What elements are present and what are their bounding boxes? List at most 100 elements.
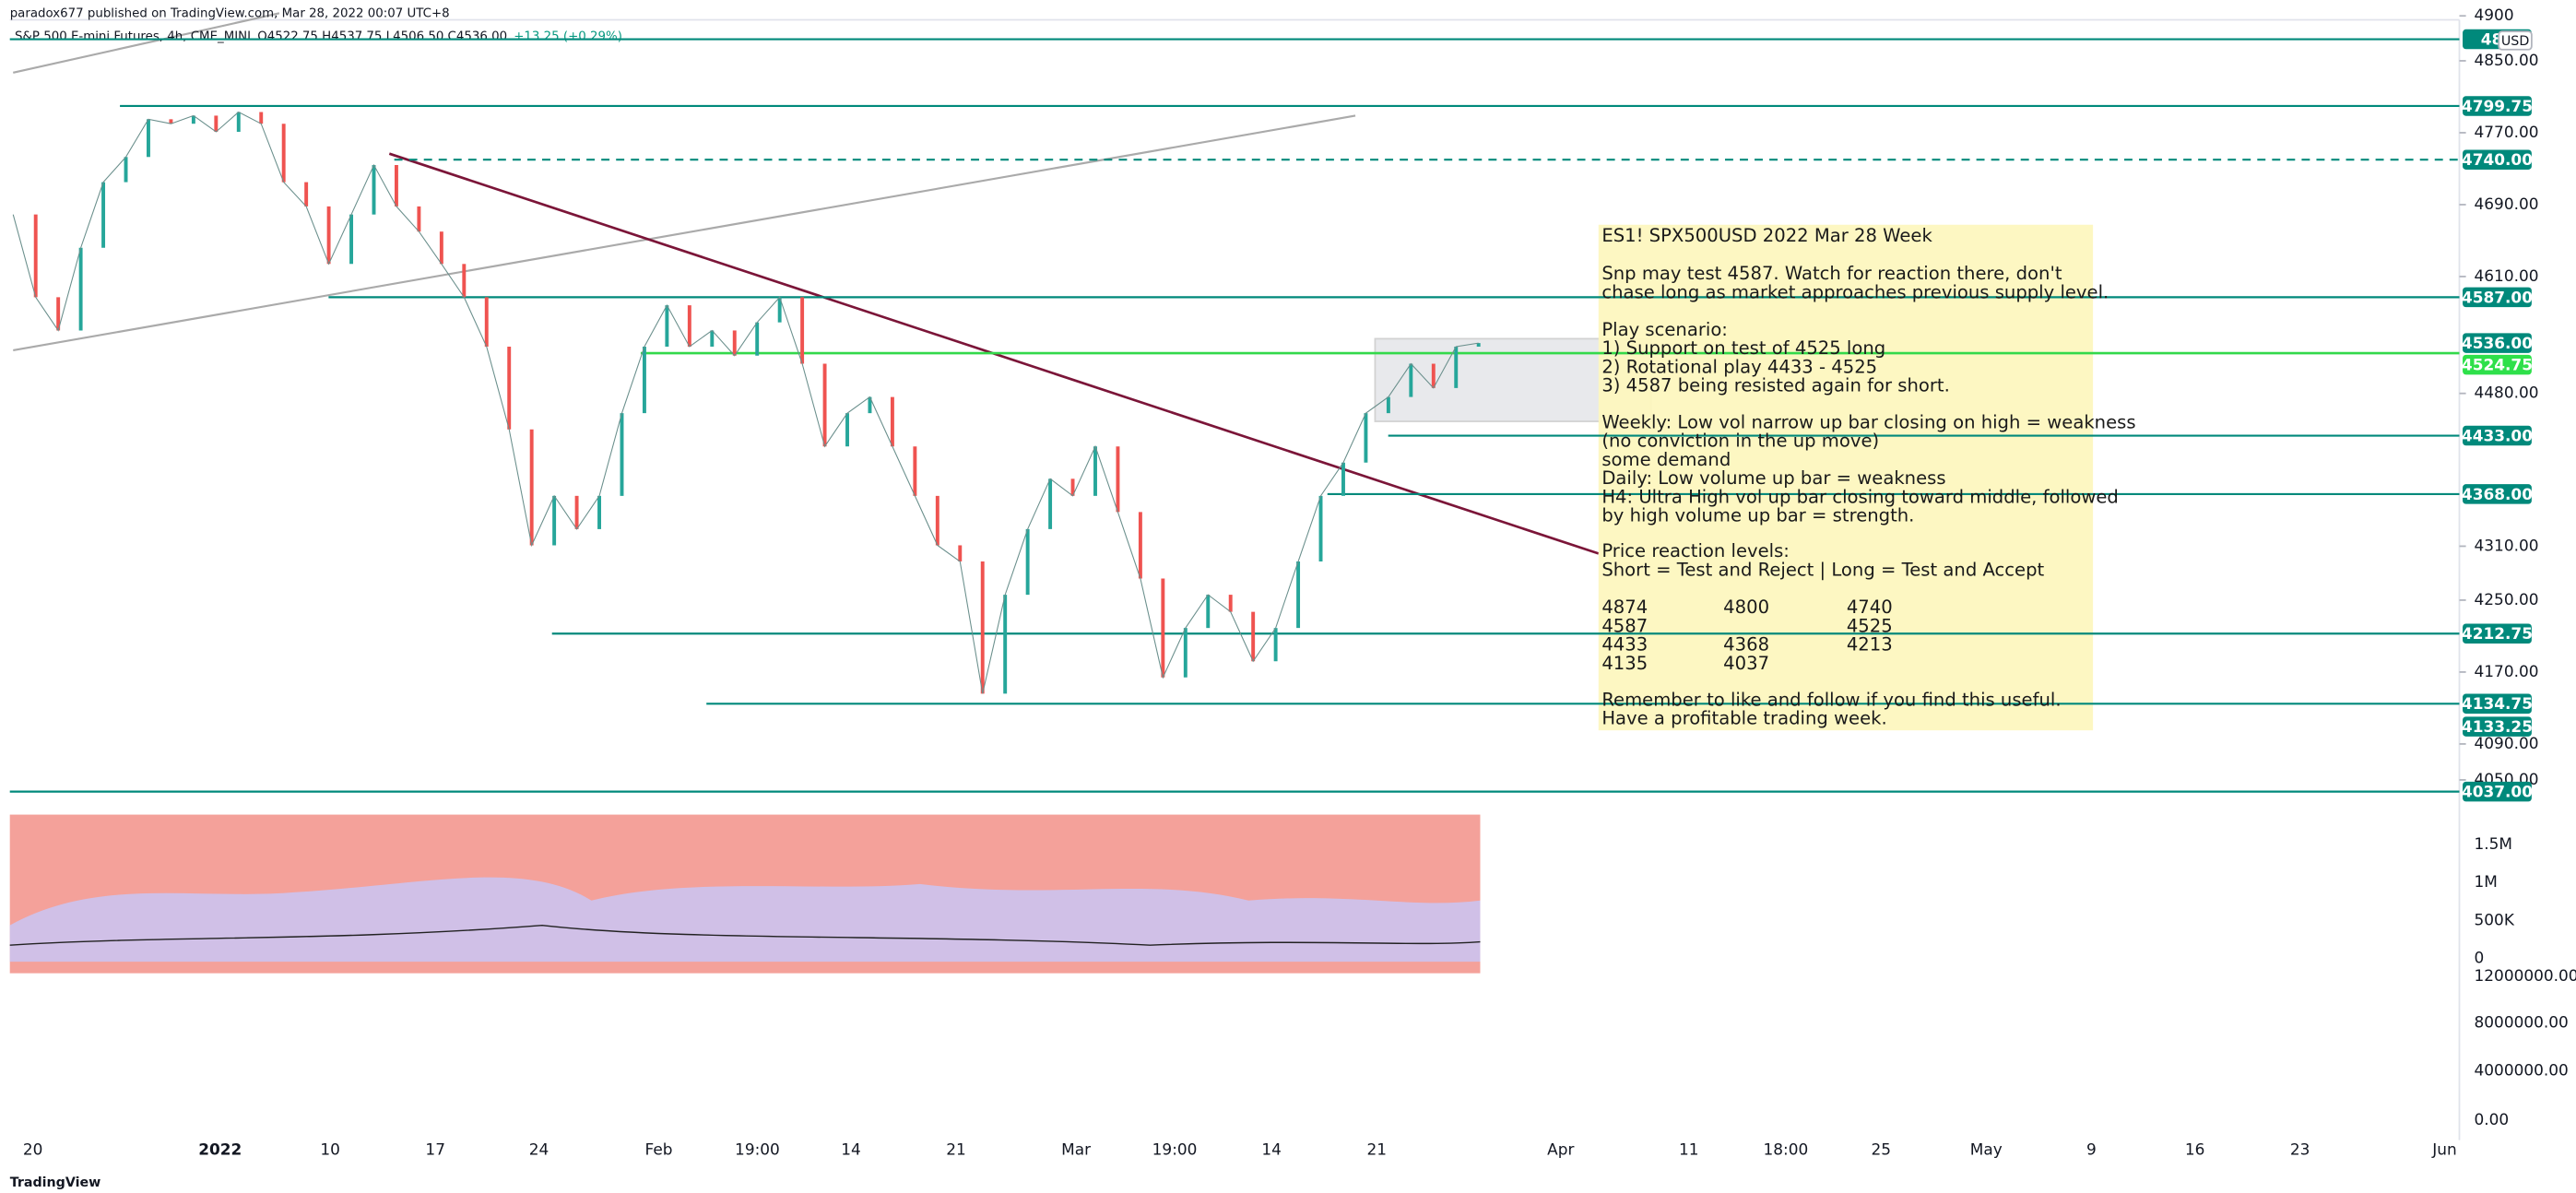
note-line: Price reaction levels: [1601, 540, 1790, 561]
time-label: 14 [1261, 1140, 1282, 1159]
change: +13.25 (+0.29%) [514, 30, 622, 43]
time-label: Mar [1061, 1140, 1091, 1159]
volume-axis-label: 500K [2475, 911, 2515, 929]
price-tick-label: 4770.00 [2475, 124, 2539, 142]
price-label: 4134.75 [2462, 695, 2533, 714]
price-label: 4799.75 [2462, 98, 2533, 116]
price-tick-label: 4610.00 [2475, 267, 2539, 286]
note-line: chase long as market approaches previous… [1601, 281, 2109, 302]
note-level: 4037 [1723, 653, 1769, 674]
trend-line [13, 12, 280, 74]
price-path [12, 111, 1479, 694]
price-tick-label: 4480.00 [2475, 384, 2539, 403]
time-label: May [1970, 1140, 2003, 1159]
note-line: (no conviction in the up move) [1601, 431, 1879, 452]
note-box [1598, 224, 2094, 731]
time-label: 19:00 [1152, 1140, 1198, 1159]
note-line: by high volume up bar = strength. [1601, 505, 1914, 526]
note-line: Have a profitable trading week. [1601, 708, 1886, 729]
note-line: 1) Support on test of 4525 long [1601, 337, 1885, 359]
currency: USD [2501, 34, 2529, 49]
price-label: 4433.00 [2462, 427, 2533, 445]
time-label: 9 [2086, 1140, 2097, 1159]
price-label: 4133.25 [2462, 718, 2533, 737]
time-label: 10 [320, 1140, 340, 1159]
price-label: 4368.00 [2462, 486, 2533, 504]
price-label-box [2463, 333, 2532, 353]
price-tick-label: 4170.00 [2475, 663, 2539, 681]
note-level: 4433 [1601, 634, 1648, 656]
price-label-box [2463, 781, 2532, 802]
currency-box [2498, 30, 2533, 51]
lower-axis-label: 8000000.00 [2475, 1013, 2569, 1032]
volume-axis-label: 1.5M [2475, 835, 2513, 854]
ohlc: O4522.75 H4537.75 L4506.50 C4536.00 [257, 30, 507, 43]
price-tick-label: 4090.00 [2475, 735, 2539, 753]
note-line: Weekly: Low vol narrow up bar closing on… [1601, 411, 2135, 432]
price-label-box [2463, 623, 2532, 644]
note-line: ES1! SPX500USD 2022 Mar 28 Week [1601, 225, 1932, 246]
time-label: 18:00 [1764, 1140, 1809, 1159]
note-level: 4587 [1601, 615, 1648, 636]
price-tick-label: 4690.00 [2475, 195, 2539, 214]
price-label: 4037.00 [2462, 783, 2533, 801]
note-level: 4135 [1601, 653, 1648, 674]
price-tick-label: 4310.00 [2475, 537, 2539, 555]
price-label-box [2463, 716, 2532, 737]
note-level: 4368 [1723, 634, 1769, 656]
note-line: H4: Ultra High vol up bar closing toward… [1601, 486, 2118, 507]
note-line: 2) Rotational play 4433 - 4525 [1601, 356, 1877, 377]
trend-line [13, 114, 1356, 352]
note-line: some demand [1601, 449, 1731, 470]
note-line: Daily: Low volume up bar = weakness [1601, 467, 1945, 489]
price-label-box [2463, 96, 2532, 116]
price-tick-label: 4250.00 [2475, 591, 2539, 609]
time-label: 21 [1366, 1140, 1387, 1159]
note-level: 4525 [1847, 615, 1893, 636]
volume-axis-label: 0 [2475, 949, 2485, 967]
note-line: Remember to like and follow if you find … [1601, 689, 2061, 710]
price-label-box [2463, 287, 2532, 308]
note-level: 4740 [1847, 596, 1893, 618]
time-label: 11 [1679, 1140, 1699, 1159]
time-label: 14 [841, 1140, 861, 1159]
price-label-box [2463, 484, 2532, 504]
note-line: Play scenario: [1601, 319, 1728, 340]
volume-average [9, 924, 1481, 946]
price-label: 4587.00 [2462, 289, 2533, 307]
note-level: 4800 [1723, 596, 1769, 618]
time-label: 2022 [198, 1140, 242, 1159]
price-label: 4740.00 [2462, 151, 2533, 170]
note-line: 3) 4587 being resisted again for short. [1601, 375, 1949, 396]
time-label: 24 [529, 1140, 549, 1159]
note-level: 4874 [1601, 596, 1648, 618]
symbol-line: S&P 500 E-mini Futures, 4h, CME_MINI O452… [15, 30, 622, 43]
footer: TradingView [10, 1175, 101, 1190]
price-label: 4524.75 [2462, 356, 2533, 374]
price-label-box [2463, 693, 2532, 715]
time-label: 20 [23, 1140, 43, 1159]
time-label: 19:00 [735, 1140, 780, 1159]
note-line: Snp may test 4587. Watch for reaction th… [1601, 263, 2062, 284]
note-line: Short = Test and Reject | Long = Test an… [1601, 559, 2044, 580]
volume-axis-label: 1M [2475, 873, 2498, 892]
lower-axis-label: 4000000.00 [2475, 1061, 2569, 1080]
time-label: Feb [645, 1140, 673, 1159]
time-label: 21 [946, 1140, 966, 1159]
price-label-box [2463, 149, 2532, 170]
price-label-box [2463, 425, 2532, 446]
price-label-box [2463, 354, 2532, 375]
price-tick-label: 4900 [2475, 6, 2514, 25]
volume-band [9, 877, 1481, 963]
time-label: 23 [2290, 1140, 2310, 1159]
publisher: paradox677 published on TradingView.com,… [10, 6, 450, 20]
lower-axis-label: 12000000.00 [2475, 967, 2576, 986]
note-level: 4213 [1847, 634, 1893, 656]
time-label: 17 [425, 1140, 445, 1159]
price-label: 4212.75 [2462, 625, 2533, 644]
time-label: 16 [2185, 1140, 2205, 1159]
price-label: 4536.00 [2462, 335, 2533, 353]
time-label: Apr [1547, 1140, 1574, 1159]
